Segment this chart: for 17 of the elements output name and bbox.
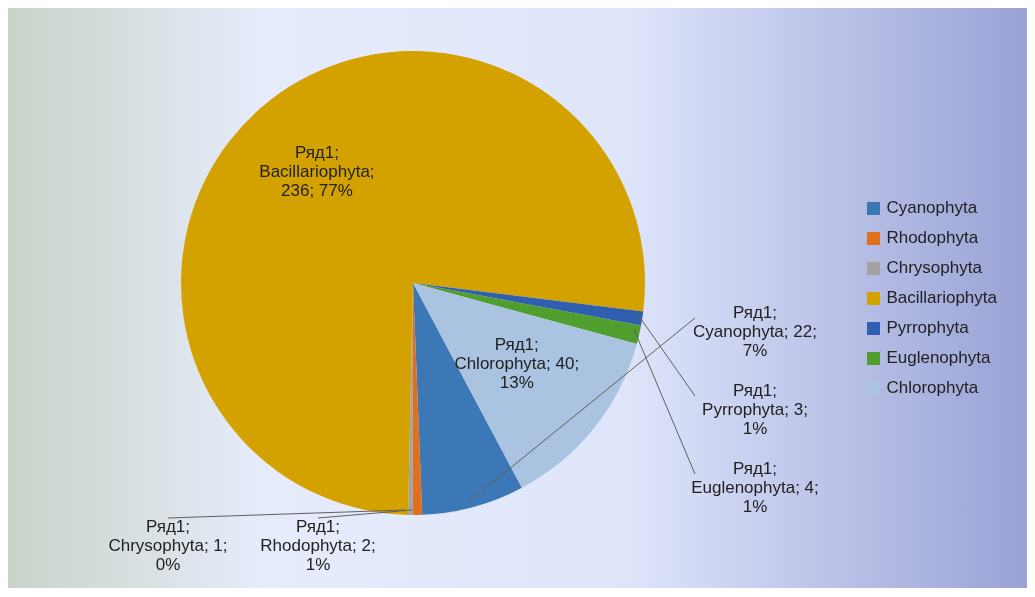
data-label: Ряд1; Bacillariophyta; 236; 77% [259, 143, 375, 201]
pie-slice [413, 283, 637, 488]
pie-slice [181, 51, 645, 515]
data-label: Ряд1; Pyrrophyta; 3; 1% [702, 381, 808, 438]
data-label: Ряд1; Rhodophyta; 2; 1% [260, 517, 376, 574]
data-label: Ряд1; Chlorophyta; 40; 13% [454, 335, 580, 393]
legend-label: Pyrrophyta [886, 317, 969, 339]
data-label: Ряд1; Euglenophyta; 4; 1% [691, 459, 819, 516]
legend-label: Rhodophyta [886, 227, 979, 249]
data-label: Ряд1; Cyanophyta; 22; 7% [693, 303, 817, 360]
legend-label: Cyanophyta [886, 197, 978, 219]
data-label: Ряд1; Chrysophyta; 1; 0% [108, 517, 228, 574]
legend-label: Bacillariophyta [886, 287, 997, 309]
legend-label: Euglenophyta [886, 347, 991, 369]
pie-slice [413, 283, 644, 326]
legend-label: Chrysophyta [886, 257, 982, 279]
legend-label: Chlorophyta [886, 377, 979, 399]
